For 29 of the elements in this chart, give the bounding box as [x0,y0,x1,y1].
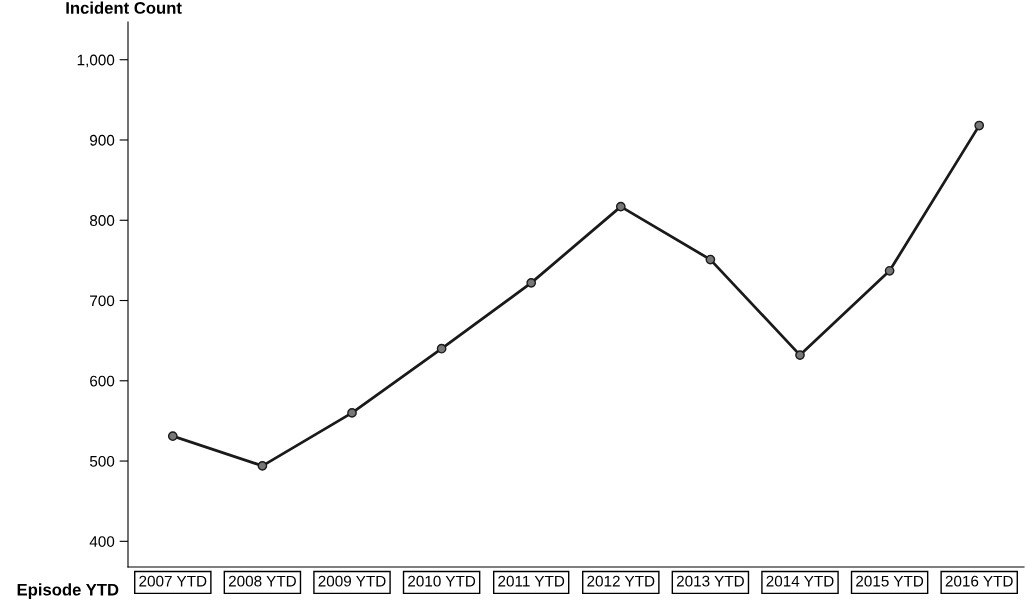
point [167,431,178,442]
x-tick-label: 2010 YTD [408,575,476,587]
x-tick-label: 2009 YTD [318,575,386,587]
y-tick-label: 1,000 [77,54,115,68]
x-tick-label: 2013 YTD [676,575,744,587]
point [974,120,985,131]
point [436,343,447,354]
point [705,254,716,265]
x-tick-label: 2008 YTD [228,575,296,587]
y-tick-label: 800 [89,215,115,226]
point [795,350,805,360]
x-tick-label: 2007 YTD [139,575,207,587]
y-tick-label: 600 [90,375,115,387]
point [526,277,537,288]
x-axis-title: Episode YTD [17,583,119,599]
y-tick-label: 700 [90,295,115,307]
x-tick-label: 2012 YTD [587,575,655,587]
x-tick-label: 2011 YTD [498,575,565,587]
y-tick-label: 900 [90,134,115,146]
y-axis-title: Incident Count [66,1,182,14]
x-tick-label: 2016 YTD [945,575,1013,587]
x-tick-label: 2014 YTD [766,575,834,587]
point [615,201,626,212]
y-tick-label: 500 [89,455,115,467]
point [884,265,895,276]
point [257,461,268,471]
y-tick-label: 400 [89,536,115,547]
point [347,408,357,418]
x-tick-label: 2015 YTD [856,575,924,587]
